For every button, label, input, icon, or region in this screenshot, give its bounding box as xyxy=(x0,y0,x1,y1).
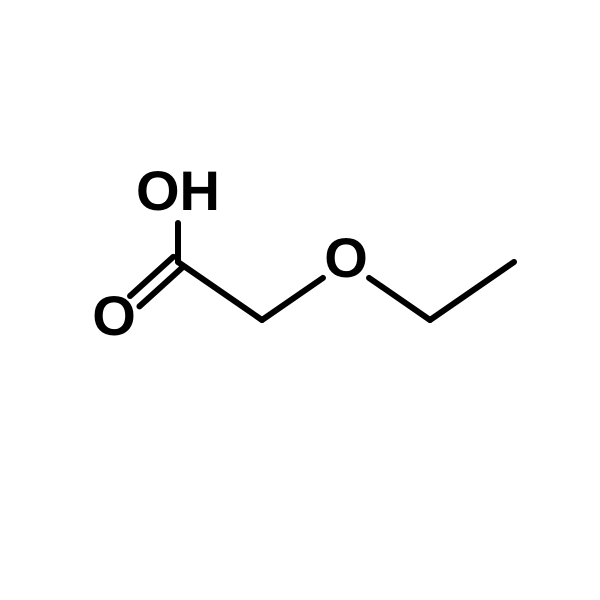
atom-label: O xyxy=(324,226,368,289)
bond xyxy=(369,278,430,320)
bond xyxy=(130,257,173,296)
bond xyxy=(139,267,182,306)
chemical-structure-diagram: OHOO xyxy=(0,0,600,600)
atom-label: OH xyxy=(136,159,220,222)
bond xyxy=(262,278,323,320)
atom-label: O xyxy=(92,284,136,347)
bond xyxy=(430,262,514,320)
bond xyxy=(178,262,262,320)
